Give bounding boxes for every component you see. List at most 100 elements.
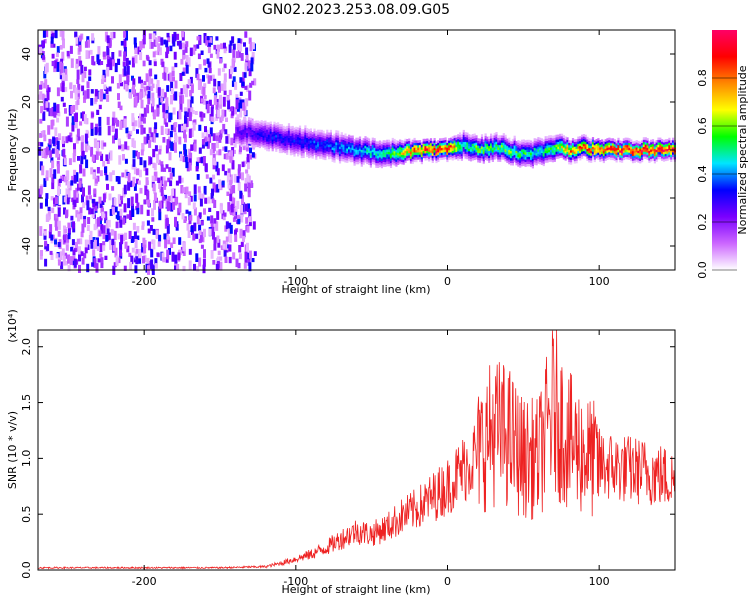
spectrogram-ridge-cell (300, 145, 303, 149)
spectrogram-ridge-cell (551, 147, 554, 151)
spectrogram-ridge-cell (448, 147, 451, 151)
spectrogram-noise-cell (198, 224, 202, 231)
spectrogram-ridge-cell (617, 142, 620, 146)
spectrogram-ridge-cell (644, 154, 647, 157)
spectrogram-ridge-cell (293, 130, 296, 133)
spectrogram-ridge-cell (613, 158, 616, 161)
spectrogram-ridge-cell (581, 153, 584, 157)
spectrogram-noise-cell (141, 225, 145, 230)
spectrogram-noise-cell (58, 133, 61, 139)
spectrogram-ridge-cell (351, 159, 354, 163)
spectrogram-ridge-cell (313, 140, 316, 144)
spectrogram-noise-cell (156, 80, 160, 89)
spectrogram-noise-cell (206, 141, 210, 149)
spectrogram-ridge-cell (633, 160, 636, 163)
spectrogram-noise-cell (246, 153, 250, 164)
spectrogram-ridge-cell (448, 152, 451, 156)
spectrogram-ridge-cell (328, 147, 331, 150)
spectrogram-noise-cell (211, 104, 214, 109)
spectrogram-ridge-cell (253, 140, 256, 143)
spectrogram-ridge-cell (560, 143, 564, 146)
spectrogram-ridge-cell (298, 142, 302, 145)
spectrogram-ridge-cell (431, 160, 434, 163)
spectrogram-ridge-cell (464, 146, 467, 150)
spectrogram-noise-cell (153, 37, 157, 47)
spectrogram-ridge-cell (373, 142, 376, 146)
spectrogram-ridge-cell (564, 153, 567, 156)
spectrogram-ridge-cell (597, 140, 600, 144)
spectrogram-ridge-cell (340, 156, 343, 159)
spectrogram-noise-cell (122, 154, 125, 161)
spectrogram-ridge-cell (260, 141, 263, 145)
spectrogram-ridge-cell (604, 141, 607, 145)
spectrogram-ridge-cell (311, 141, 314, 145)
spectrogram-ridge-cell (309, 140, 312, 143)
spectrogram-noise-cell (67, 254, 70, 264)
spectrogram-ridge-cell (360, 156, 363, 160)
spectrogram-ridge-cell (568, 152, 571, 155)
spectrogram-ridge-cell (582, 134, 585, 137)
spectrogram-ridge-cell (479, 143, 482, 146)
spectrogram-noise-cell (148, 60, 152, 66)
snr-x-tick-label: -200 (132, 575, 157, 588)
spectrogram-ridge-cell (335, 142, 338, 145)
spectrogram-noise-cell (199, 231, 203, 242)
spectrogram-ridge-cell (633, 141, 636, 144)
spectrogram-ridge-cell (348, 151, 351, 155)
spectrogram-noise-cell (119, 105, 123, 111)
spectrogram-noise-cell (89, 49, 93, 55)
spectrogram-noise-cell (64, 108, 67, 114)
spectrogram-ridge-cell (247, 122, 251, 125)
spectrogram-ridge-cell (349, 138, 352, 141)
spectrogram-ridge-cell (293, 154, 296, 157)
spectrogram-ridge-cell (351, 147, 354, 151)
spectrogram-ridge-cell (306, 144, 309, 148)
spectrogram-noise-cell (60, 261, 64, 269)
spectrogram-ridge-cell (460, 158, 463, 161)
spectrogram-noise-cell (199, 198, 203, 207)
spectrogram-ridge-cell (480, 151, 484, 154)
spectrogram-ridge-cell (653, 153, 656, 157)
spectrogram-ridge-cell (326, 132, 329, 135)
spectrogram-ridge-cell (309, 150, 312, 153)
spectrogram-noise-cell (147, 136, 151, 141)
spectrogram-ridge-cell (428, 142, 431, 145)
spectrogram-noise-cell (236, 176, 240, 183)
spectrogram-ridge-cell (406, 153, 409, 156)
spectrogram-ridge-cell (479, 153, 482, 156)
spectrogram-ridge-cell (413, 140, 416, 143)
spectrogram-ridge-cell (338, 158, 342, 162)
spectrogram-noise-cell (102, 225, 106, 234)
spectrogram-noise-cell (237, 164, 241, 171)
spectrogram-noise-cell (55, 214, 59, 222)
spectrogram-noise-cell (232, 49, 236, 59)
spectrogram-noise-cell (189, 76, 193, 86)
spectrogram-noise-cell (201, 132, 205, 139)
spectrogram-noise-cell (132, 140, 136, 149)
spectrogram-ridge-cell (608, 149, 611, 153)
spectrogram-ridge-cell (524, 147, 527, 151)
spectrogram-ridge-cell (531, 149, 534, 152)
spectrogram-ridge-cell (555, 146, 558, 150)
spectrogram-ridge-cell (364, 148, 367, 151)
spectrogram-ridge-cell (426, 145, 429, 149)
spectrogram-ridge-cell (544, 157, 547, 161)
spectrogram-ridge-cell (267, 144, 271, 147)
spectrogram-ridge-cell (653, 144, 656, 147)
spectrogram-noise-cell (59, 30, 63, 37)
spectrogram-noise-cell (178, 136, 182, 145)
spectrogram-ridge-cell (322, 130, 325, 134)
spectrogram-noise-cell (244, 31, 248, 38)
spectrogram-ridge-cell (255, 122, 258, 126)
spectrogram-ridge-cell (389, 146, 393, 149)
colorbar: 0.00.20.40.60.8 Normalized spectral ampl… (696, 30, 749, 279)
spectrogram-noise-cell (111, 238, 115, 246)
spectrogram-ridge-cell (482, 141, 485, 145)
spectrogram-ridge-cell (389, 148, 393, 152)
spectrogram-noise-cell (163, 70, 167, 81)
spectrogram-ridge-cell (428, 156, 431, 160)
spectrogram-ridge-cell (277, 129, 280, 133)
spectrogram-ridge-cell (244, 132, 247, 135)
spectrogram-ridge-cell (293, 144, 296, 147)
spectrogram-ridge-cell (517, 161, 520, 165)
